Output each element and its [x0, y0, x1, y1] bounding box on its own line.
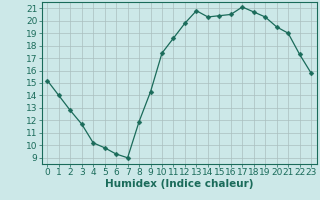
X-axis label: Humidex (Indice chaleur): Humidex (Indice chaleur)	[105, 179, 253, 189]
